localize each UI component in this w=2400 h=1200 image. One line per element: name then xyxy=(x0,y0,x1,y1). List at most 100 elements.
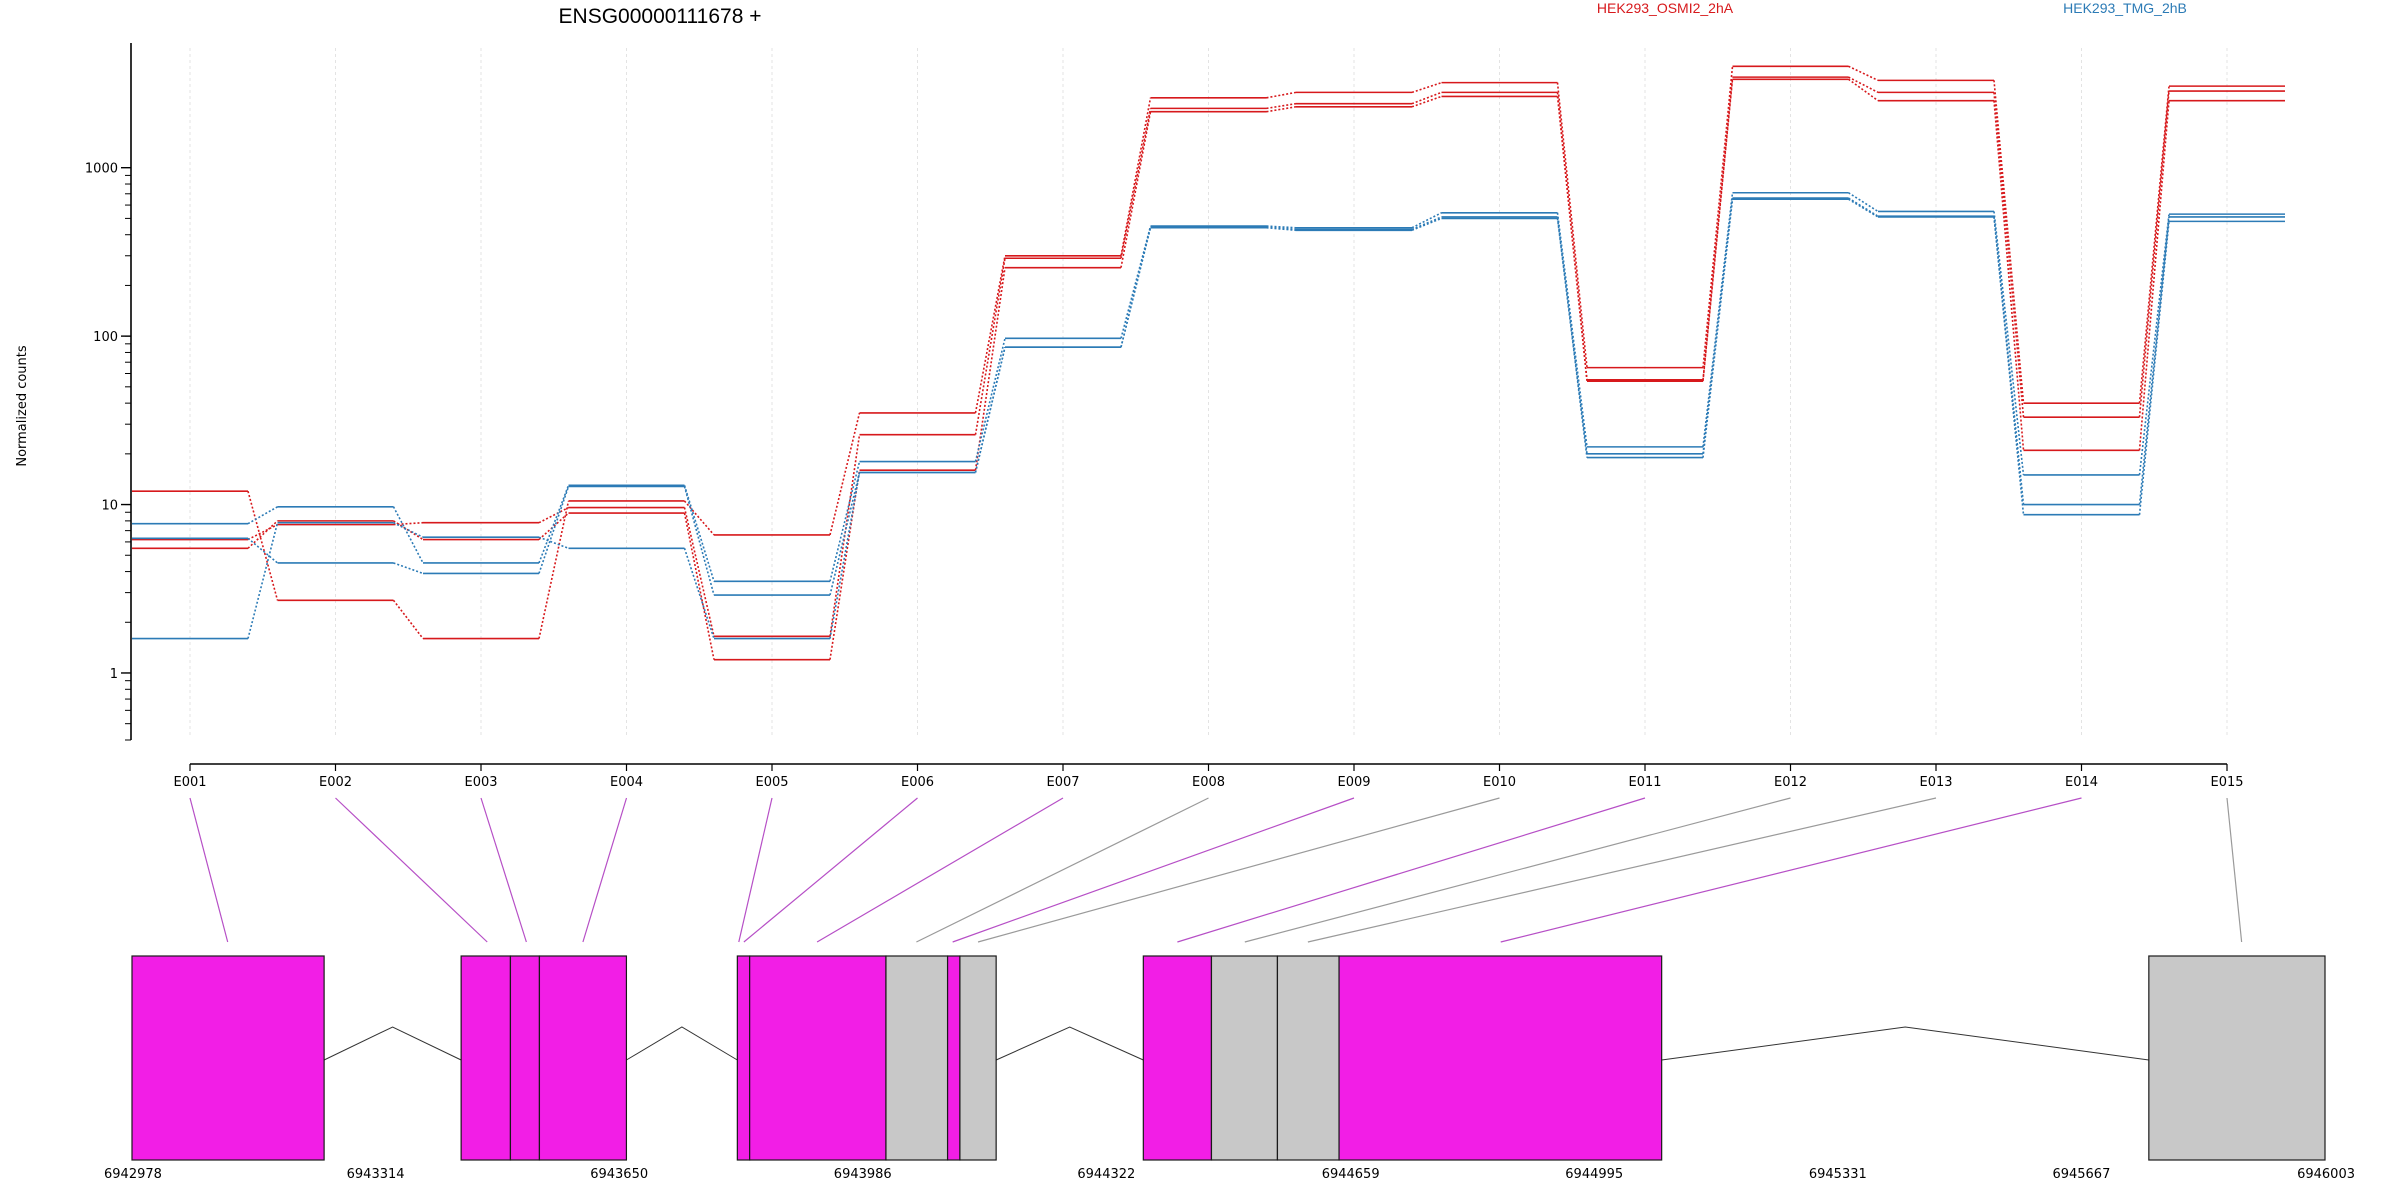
exon-transition xyxy=(538,536,569,550)
exon-transition xyxy=(1411,91,1442,105)
exon-transition xyxy=(1266,225,1297,229)
exon-transition xyxy=(2138,100,2170,451)
exon-transition xyxy=(1120,108,1152,259)
exon-transition xyxy=(247,506,278,525)
genomic-coordinate-label: 6943314 xyxy=(347,1167,405,1182)
exon-transition xyxy=(247,491,279,601)
exon-transition xyxy=(538,512,570,541)
exon-transition xyxy=(829,472,861,596)
exon-transition xyxy=(974,258,1006,435)
exon-connector xyxy=(1177,797,1646,943)
x-tick-label: E010 xyxy=(1483,775,1516,790)
exon-box xyxy=(131,955,325,1161)
exon-transition xyxy=(829,461,861,582)
exon-connector xyxy=(916,797,1209,943)
exon-box xyxy=(1210,955,1279,1161)
exon-transition xyxy=(829,412,861,536)
series-line xyxy=(132,198,2285,640)
x-tick-label: E012 xyxy=(1774,775,1807,790)
exon-transition xyxy=(1993,80,2025,404)
exon-box xyxy=(509,955,541,1161)
exon-transition xyxy=(1266,102,1297,110)
exon-box xyxy=(2148,955,2326,1161)
exon-transition xyxy=(392,506,424,564)
x-tick-label: E006 xyxy=(901,775,934,790)
exon-connector xyxy=(335,797,488,943)
y-tick-label: 10 xyxy=(101,499,118,514)
exon-transition xyxy=(538,506,569,524)
exon-connector xyxy=(1307,797,1937,943)
x-tick-label: E013 xyxy=(1919,775,1952,790)
exon-transition xyxy=(1266,105,1297,113)
exon-transition xyxy=(974,255,1006,414)
genomic-coordinate-label: 6946003 xyxy=(2297,1167,2355,1182)
intron-line xyxy=(626,1026,738,1061)
exon-connector xyxy=(1500,797,2082,943)
series-line xyxy=(132,65,2285,640)
x-tick-label: E002 xyxy=(319,775,352,790)
x-tick-label: E009 xyxy=(1337,775,1370,790)
exon-transition xyxy=(1702,79,1734,382)
exon-connector xyxy=(738,797,773,943)
exon-connector xyxy=(1244,797,1791,943)
exon-transition xyxy=(1411,216,1442,231)
exon-transition xyxy=(2138,86,2170,404)
x-tick-label: E001 xyxy=(173,775,206,790)
exon-box xyxy=(1142,955,1213,1161)
exon-transition xyxy=(1993,211,2025,475)
genomic-coordinate-label: 6945667 xyxy=(2052,1167,2110,1182)
exon-transition xyxy=(1120,97,1152,256)
exon-transition xyxy=(1120,227,1152,348)
exon-transition xyxy=(1266,91,1297,99)
exon-connector xyxy=(816,797,1064,943)
x-tick-label: E007 xyxy=(1046,775,1079,790)
legend-entry-tmg: HEK293_TMG_2hB xyxy=(2063,0,2187,16)
exon-transition xyxy=(683,507,715,637)
exon-transition xyxy=(392,599,424,640)
exon-connector xyxy=(582,797,628,943)
exon-transition xyxy=(1411,81,1442,94)
exon-transition xyxy=(1266,226,1297,231)
exon-box xyxy=(885,955,949,1161)
exon-transition xyxy=(2138,221,2170,515)
exon-transition xyxy=(247,520,279,549)
y-tick-label: 1 xyxy=(110,667,118,682)
exon-connector xyxy=(189,797,229,943)
exon-box xyxy=(749,955,887,1161)
gene-model: 6942978 6943314 6943650 6943986 6944322 69446… xyxy=(104,955,2355,1182)
exon-transition xyxy=(683,485,715,582)
y-axis: 1 10 100 1000 xyxy=(85,43,132,741)
exon-transition xyxy=(683,512,715,660)
exon-connector xyxy=(952,797,1355,943)
exon-box xyxy=(959,955,997,1161)
exon-transition xyxy=(1848,65,1879,82)
exon-transition xyxy=(247,537,279,564)
exon-transition xyxy=(1993,216,2025,515)
genomic-coordinate-label: 6944995 xyxy=(1565,1167,1623,1182)
exon-transition xyxy=(1411,217,1442,232)
exon-connectors xyxy=(189,797,2243,943)
exon-transition xyxy=(683,548,715,639)
exon-transition xyxy=(974,338,1006,462)
intron-line xyxy=(1661,1026,2149,1061)
x-tick-label: E011 xyxy=(1628,775,1661,790)
exon-connector xyxy=(2226,797,2243,943)
exon-transition xyxy=(683,500,715,536)
x-tick-label: E008 xyxy=(1192,775,1225,790)
exon-transition xyxy=(538,500,570,639)
genomic-coordinate-label: 6944659 xyxy=(1322,1167,1380,1182)
exon-transition xyxy=(1848,76,1879,94)
exon-box xyxy=(1276,955,1340,1161)
exon-transition xyxy=(393,562,424,575)
exon-box xyxy=(736,955,751,1161)
series-lines xyxy=(132,65,2285,661)
x-tick-label: E003 xyxy=(464,775,497,790)
y-tick-label: 1000 xyxy=(85,162,118,177)
exon-transition xyxy=(538,486,570,574)
x-tick-label: E015 xyxy=(2210,775,2243,790)
x-tick-label: E005 xyxy=(755,775,788,790)
genomic-coordinate-label: 6943986 xyxy=(834,1167,892,1182)
exon-transition xyxy=(1266,226,1297,232)
